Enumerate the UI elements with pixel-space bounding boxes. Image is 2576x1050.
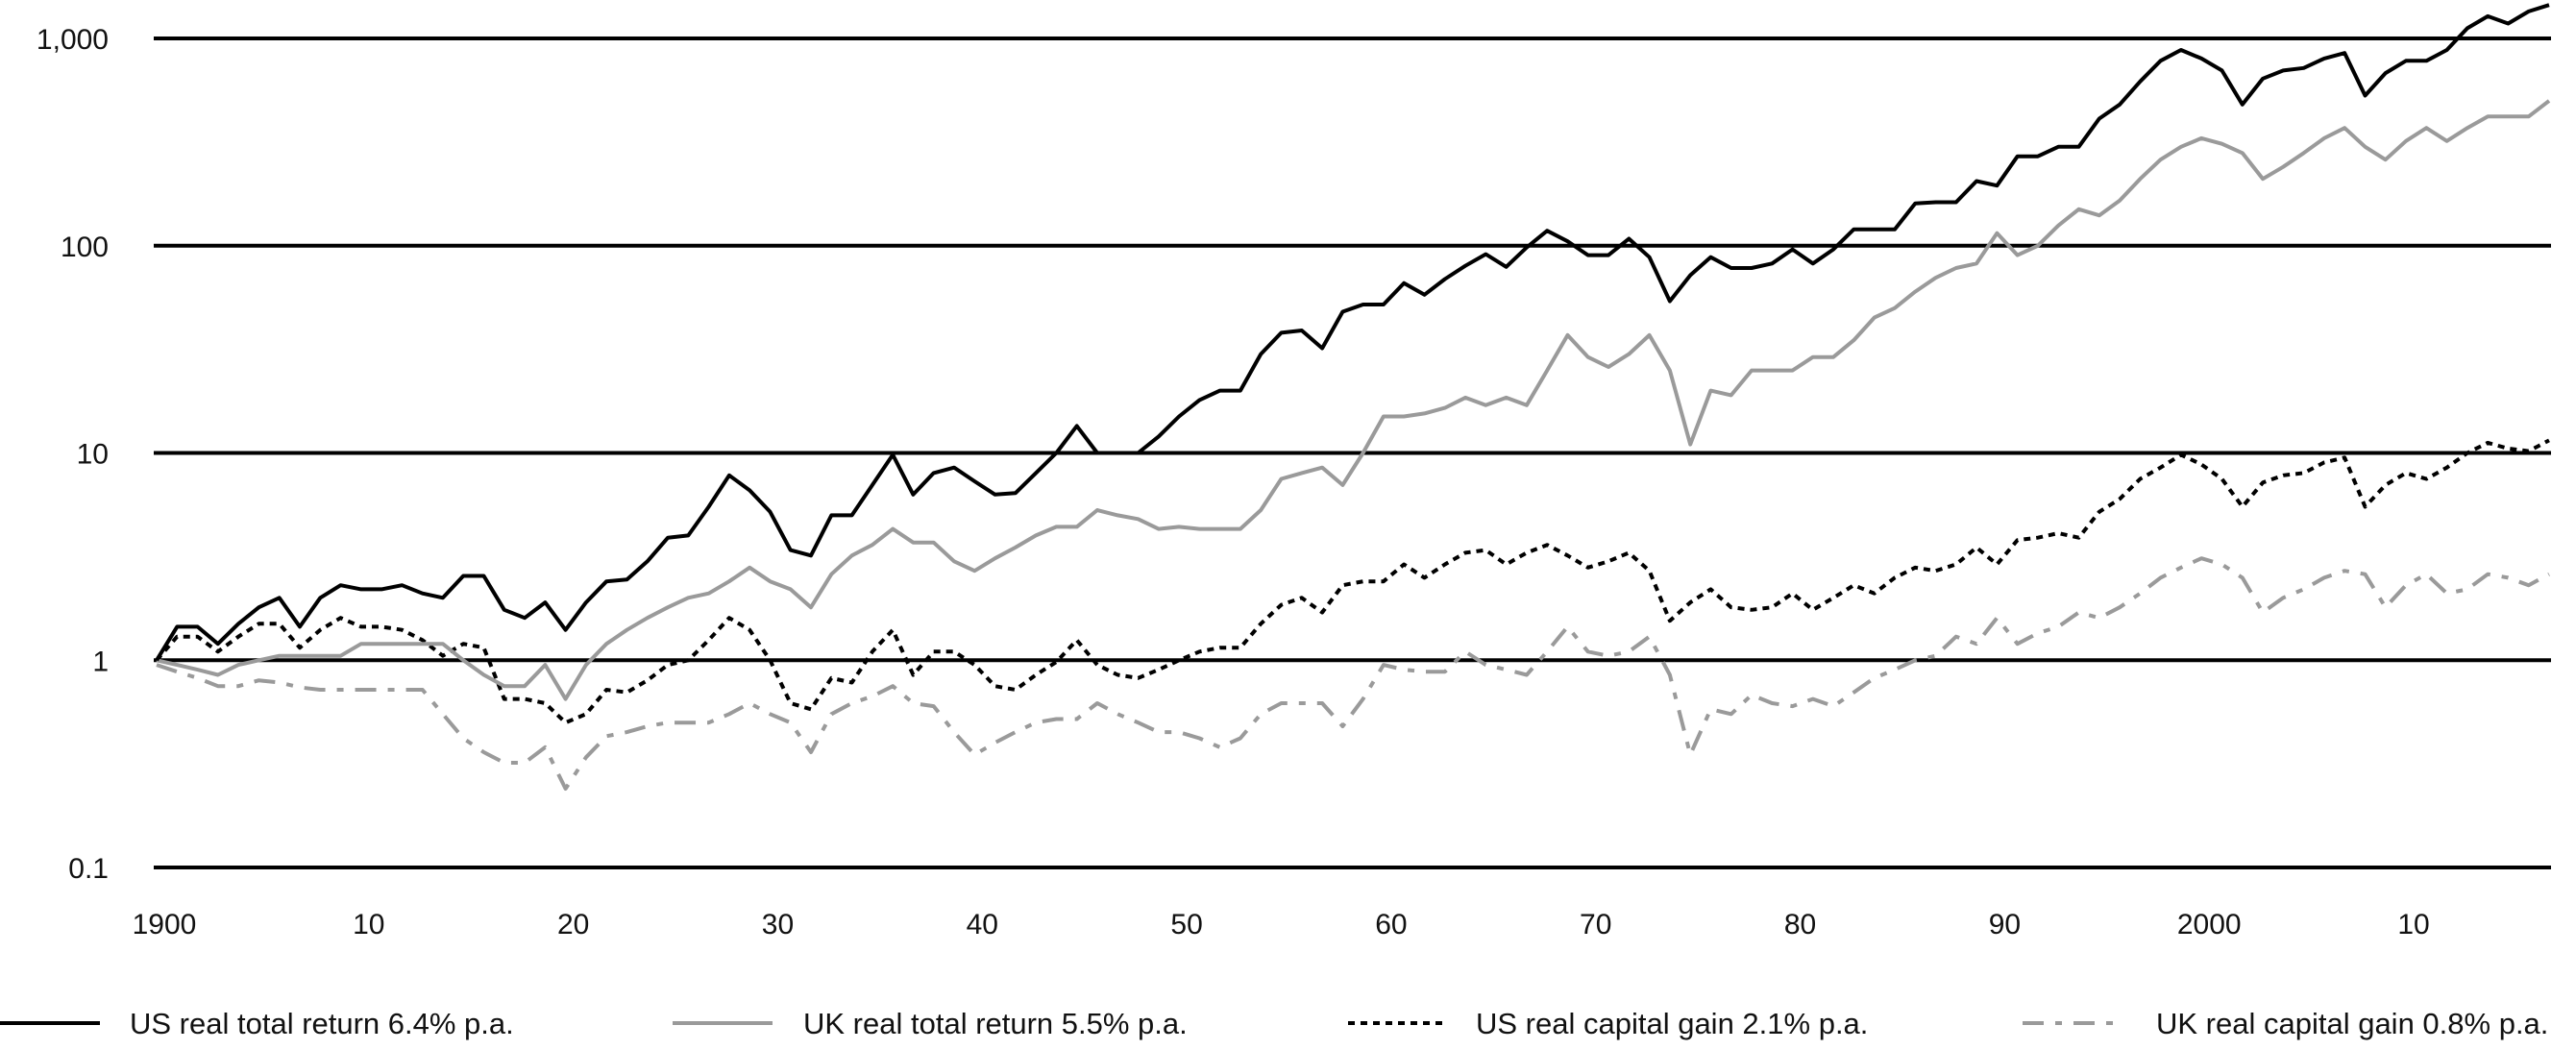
y-axis-tick-labels: 0.1 1 10 100 1,000 [37, 24, 109, 885]
legend: US real total return 6.4% p.a. UK real to… [0, 1007, 2548, 1040]
x-tick-label: 30 [762, 909, 794, 940]
legend-label-3: US real capital gain 2.1% p.a. [1476, 1007, 1868, 1040]
x-tick-label: 20 [557, 909, 589, 940]
y-tick-label: 1 [92, 646, 109, 677]
series-line-4 [156, 556, 2550, 791]
x-axis-tick-labels: 1900 10 20 30 40 50 60 70 80 90 2000 10 [133, 909, 2430, 940]
gridlines [154, 37, 2551, 869]
x-tick-label: 10 [353, 909, 384, 940]
x-tick-label: 40 [967, 909, 998, 940]
y-tick-label: 10 [77, 439, 109, 471]
series-line-1 [155, 3, 2550, 662]
legend-label-4: UK real capital gain 0.8% p.a. [2156, 1007, 2548, 1040]
x-tick-label: 50 [1170, 909, 1202, 940]
series-lines [155, 3, 2551, 791]
x-tick-label: 60 [1375, 909, 1407, 940]
x-tick-label: 80 [1784, 909, 1816, 940]
legend-label-2: UK real total return 5.5% p.a. [803, 1007, 1188, 1040]
x-tick-label: 1900 [133, 909, 197, 940]
series-line-3 [155, 438, 2550, 725]
y-tick-label: 1,000 [37, 24, 109, 56]
series-line-2 [156, 99, 2551, 701]
x-tick-label: 2000 [2177, 909, 2242, 940]
y-tick-label: 0.1 [68, 853, 109, 885]
legend-label-1: US real total return 6.4% p.a. [130, 1007, 514, 1040]
x-tick-label: 10 [2397, 909, 2429, 940]
x-tick-label: 90 [1989, 909, 2021, 940]
x-tick-label: 70 [1580, 909, 1611, 940]
y-tick-label: 100 [61, 232, 109, 263]
